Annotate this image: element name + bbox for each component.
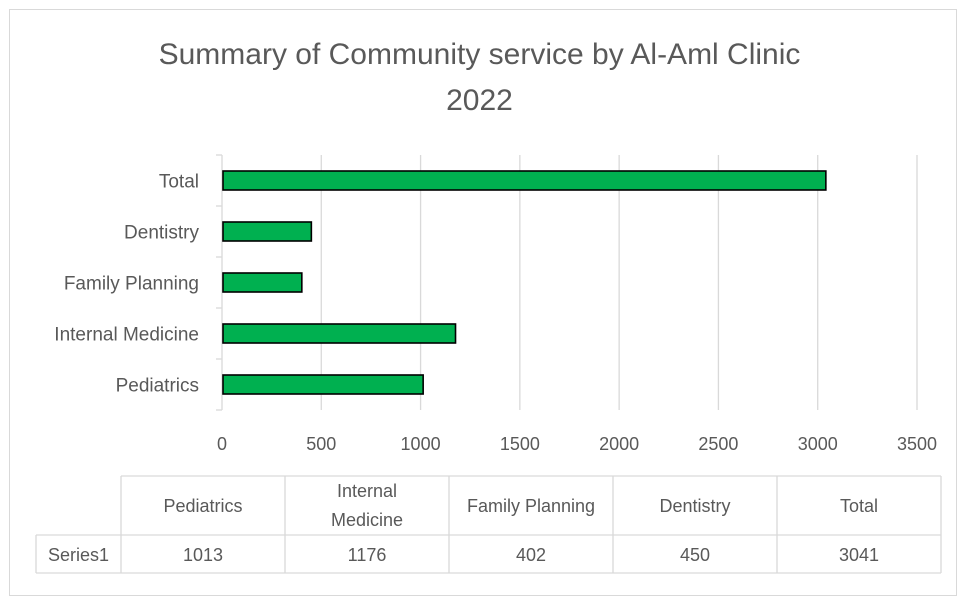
x-tick-label: 3500 [897, 434, 937, 454]
table-header: Dentistry [659, 496, 730, 516]
chart-title: Summary of Community service by Al-Aml C… [158, 38, 801, 71]
table-value: 1013 [183, 545, 223, 565]
table-row-label: Series1 [48, 545, 109, 565]
table-header: Family Planning [467, 496, 595, 516]
x-tick-label: 1500 [500, 434, 540, 454]
table-value: 3041 [839, 545, 879, 565]
chart-frame [9, 9, 957, 596]
bar [222, 221, 313, 242]
x-tick-label: 2500 [698, 434, 738, 454]
bar [222, 323, 457, 344]
y-category-label: Family Planning [64, 274, 199, 295]
table-header: Pediatrics [163, 496, 242, 516]
y-category-label: Internal Medicine [54, 325, 199, 346]
x-tick-label: 1000 [401, 434, 441, 454]
y-category-label: Dentistry [124, 223, 199, 244]
table-header: Total [840, 496, 878, 516]
x-tick-label: 3000 [798, 434, 838, 454]
x-tick-label: 2000 [599, 434, 639, 454]
bar [222, 272, 303, 293]
table-value: 450 [680, 545, 710, 565]
table-value: 402 [516, 545, 546, 565]
table-value: 1176 [348, 545, 387, 565]
x-tick-label: 0 [217, 434, 227, 454]
x-tick-label: 500 [306, 434, 336, 454]
bar [222, 170, 827, 191]
table-header: Internal Medicine [331, 481, 403, 530]
y-category-label: Pediatrics [116, 376, 199, 397]
chart-title-year: 2022 [446, 84, 513, 117]
bar [222, 374, 424, 395]
y-category-label: Total [159, 172, 199, 193]
